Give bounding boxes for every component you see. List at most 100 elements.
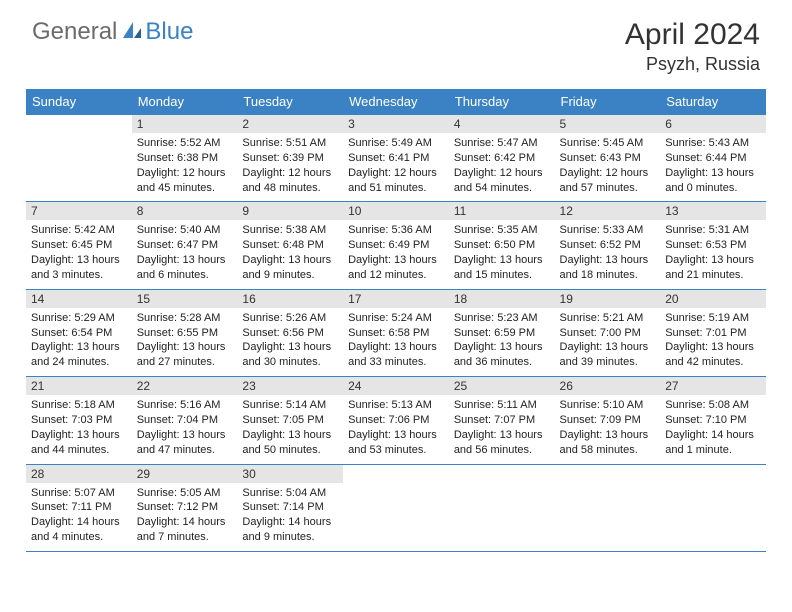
calendar-cell: 17Sunrise: 5:24 AMSunset: 6:58 PMDayligh… [343, 289, 449, 376]
day-data [449, 482, 555, 550]
calendar-week: 7Sunrise: 5:42 AMSunset: 6:45 PMDaylight… [26, 202, 766, 289]
day-data: Sunrise: 5:04 AMSunset: 7:14 PMDaylight:… [237, 483, 343, 551]
daylight-text: Daylight: 12 hours and 51 minutes. [348, 166, 444, 196]
day-data: Sunrise: 5:36 AMSunset: 6:49 PMDaylight:… [343, 220, 449, 288]
day-number: 21 [26, 377, 132, 395]
sunset-text: Sunset: 7:03 PM [31, 413, 127, 428]
day-data: Sunrise: 5:51 AMSunset: 6:39 PMDaylight:… [237, 133, 343, 201]
calendar-table: SundayMondayTuesdayWednesdayThursdayFrid… [26, 89, 766, 552]
sunset-text: Sunset: 6:59 PM [454, 326, 550, 341]
day-data: Sunrise: 5:47 AMSunset: 6:42 PMDaylight:… [449, 133, 555, 201]
day-number: 25 [449, 377, 555, 395]
calendar-cell: 11Sunrise: 5:35 AMSunset: 6:50 PMDayligh… [449, 202, 555, 289]
day-data [26, 132, 132, 200]
day-data: Sunrise: 5:26 AMSunset: 6:56 PMDaylight:… [237, 308, 343, 376]
month-title: April 2024 [625, 18, 760, 52]
daylight-text: Daylight: 12 hours and 54 minutes. [454, 166, 550, 196]
daylight-text: Daylight: 13 hours and 47 minutes. [137, 428, 233, 458]
weekday-header: Wednesday [343, 89, 449, 115]
day-data: Sunrise: 5:08 AMSunset: 7:10 PMDaylight:… [660, 395, 766, 463]
sunset-text: Sunset: 6:39 PM [242, 151, 338, 166]
sunrise-text: Sunrise: 5:07 AM [31, 486, 127, 501]
day-number: 4 [449, 115, 555, 133]
sunrise-text: Sunrise: 5:26 AM [242, 311, 338, 326]
sunset-text: Sunset: 7:05 PM [242, 413, 338, 428]
sunset-text: Sunset: 7:14 PM [242, 500, 338, 515]
calendar-cell [343, 464, 449, 551]
calendar-cell: 26Sunrise: 5:10 AMSunset: 7:09 PMDayligh… [555, 377, 661, 464]
day-number: 5 [555, 115, 661, 133]
calendar-cell: 10Sunrise: 5:36 AMSunset: 6:49 PMDayligh… [343, 202, 449, 289]
day-number: 27 [660, 377, 766, 395]
calendar-week: 21Sunrise: 5:18 AMSunset: 7:03 PMDayligh… [26, 377, 766, 464]
sunrise-text: Sunrise: 5:14 AM [242, 398, 338, 413]
daylight-text: Daylight: 13 hours and 50 minutes. [242, 428, 338, 458]
sunset-text: Sunset: 7:12 PM [137, 500, 233, 515]
day-data: Sunrise: 5:07 AMSunset: 7:11 PMDaylight:… [26, 483, 132, 551]
calendar-cell: 25Sunrise: 5:11 AMSunset: 7:07 PMDayligh… [449, 377, 555, 464]
sunrise-text: Sunrise: 5:38 AM [242, 223, 338, 238]
day-data: Sunrise: 5:52 AMSunset: 6:38 PMDaylight:… [132, 133, 238, 201]
day-data: Sunrise: 5:49 AMSunset: 6:41 PMDaylight:… [343, 133, 449, 201]
day-number: 1 [132, 115, 238, 133]
sunrise-text: Sunrise: 5:11 AM [454, 398, 550, 413]
sunset-text: Sunset: 7:10 PM [665, 413, 761, 428]
sunset-text: Sunset: 6:56 PM [242, 326, 338, 341]
sunset-text: Sunset: 6:50 PM [454, 238, 550, 253]
day-data: Sunrise: 5:10 AMSunset: 7:09 PMDaylight:… [555, 395, 661, 463]
sunrise-text: Sunrise: 5:04 AM [242, 486, 338, 501]
calendar-cell: 2Sunrise: 5:51 AMSunset: 6:39 PMDaylight… [237, 115, 343, 202]
daylight-text: Daylight: 13 hours and 56 minutes. [454, 428, 550, 458]
sunrise-text: Sunrise: 5:16 AM [137, 398, 233, 413]
calendar-cell: 29Sunrise: 5:05 AMSunset: 7:12 PMDayligh… [132, 464, 238, 551]
sunset-text: Sunset: 7:00 PM [560, 326, 656, 341]
weekday-header: Thursday [449, 89, 555, 115]
sunrise-text: Sunrise: 5:49 AM [348, 136, 444, 151]
sunset-text: Sunset: 6:49 PM [348, 238, 444, 253]
day-number: 28 [26, 465, 132, 483]
daylight-text: Daylight: 13 hours and 0 minutes. [665, 166, 761, 196]
sunrise-text: Sunrise: 5:21 AM [560, 311, 656, 326]
sunset-text: Sunset: 6:55 PM [137, 326, 233, 341]
day-number: 30 [237, 465, 343, 483]
sunrise-text: Sunrise: 5:28 AM [137, 311, 233, 326]
sunset-text: Sunset: 6:43 PM [560, 151, 656, 166]
sunset-text: Sunset: 6:41 PM [348, 151, 444, 166]
sunrise-text: Sunrise: 5:05 AM [137, 486, 233, 501]
sunset-text: Sunset: 6:38 PM [137, 151, 233, 166]
day-number: 26 [555, 377, 661, 395]
sunset-text: Sunset: 7:06 PM [348, 413, 444, 428]
sunset-text: Sunset: 6:48 PM [242, 238, 338, 253]
day-data: Sunrise: 5:11 AMSunset: 7:07 PMDaylight:… [449, 395, 555, 463]
day-data: Sunrise: 5:28 AMSunset: 6:55 PMDaylight:… [132, 308, 238, 376]
calendar-body: 1Sunrise: 5:52 AMSunset: 6:38 PMDaylight… [26, 115, 766, 552]
day-data: Sunrise: 5:05 AMSunset: 7:12 PMDaylight:… [132, 483, 238, 551]
sunset-text: Sunset: 6:47 PM [137, 238, 233, 253]
sunset-text: Sunset: 7:09 PM [560, 413, 656, 428]
calendar-cell [26, 115, 132, 202]
day-data [660, 482, 766, 550]
day-data: Sunrise: 5:18 AMSunset: 7:03 PMDaylight:… [26, 395, 132, 463]
day-data: Sunrise: 5:16 AMSunset: 7:04 PMDaylight:… [132, 395, 238, 463]
sunrise-text: Sunrise: 5:51 AM [242, 136, 338, 151]
day-number: 9 [237, 202, 343, 220]
day-data: Sunrise: 5:33 AMSunset: 6:52 PMDaylight:… [555, 220, 661, 288]
day-number: 19 [555, 290, 661, 308]
day-number: 3 [343, 115, 449, 133]
sunset-text: Sunset: 6:53 PM [665, 238, 761, 253]
daylight-text: Daylight: 14 hours and 1 minute. [665, 428, 761, 458]
calendar-cell: 7Sunrise: 5:42 AMSunset: 6:45 PMDaylight… [26, 202, 132, 289]
daylight-text: Daylight: 13 hours and 58 minutes. [560, 428, 656, 458]
calendar-cell: 6Sunrise: 5:43 AMSunset: 6:44 PMDaylight… [660, 115, 766, 202]
daylight-text: Daylight: 14 hours and 9 minutes. [242, 515, 338, 545]
calendar-cell: 20Sunrise: 5:19 AMSunset: 7:01 PMDayligh… [660, 289, 766, 376]
day-number: 17 [343, 290, 449, 308]
title-block: April 2024 Psyzh, Russia [625, 18, 760, 75]
calendar-cell: 5Sunrise: 5:45 AMSunset: 6:43 PMDaylight… [555, 115, 661, 202]
sunrise-text: Sunrise: 5:35 AM [454, 223, 550, 238]
calendar-cell: 24Sunrise: 5:13 AMSunset: 7:06 PMDayligh… [343, 377, 449, 464]
day-data [555, 482, 661, 550]
calendar-cell: 19Sunrise: 5:21 AMSunset: 7:00 PMDayligh… [555, 289, 661, 376]
calendar-cell [449, 464, 555, 551]
logo: General Blue [32, 18, 193, 46]
